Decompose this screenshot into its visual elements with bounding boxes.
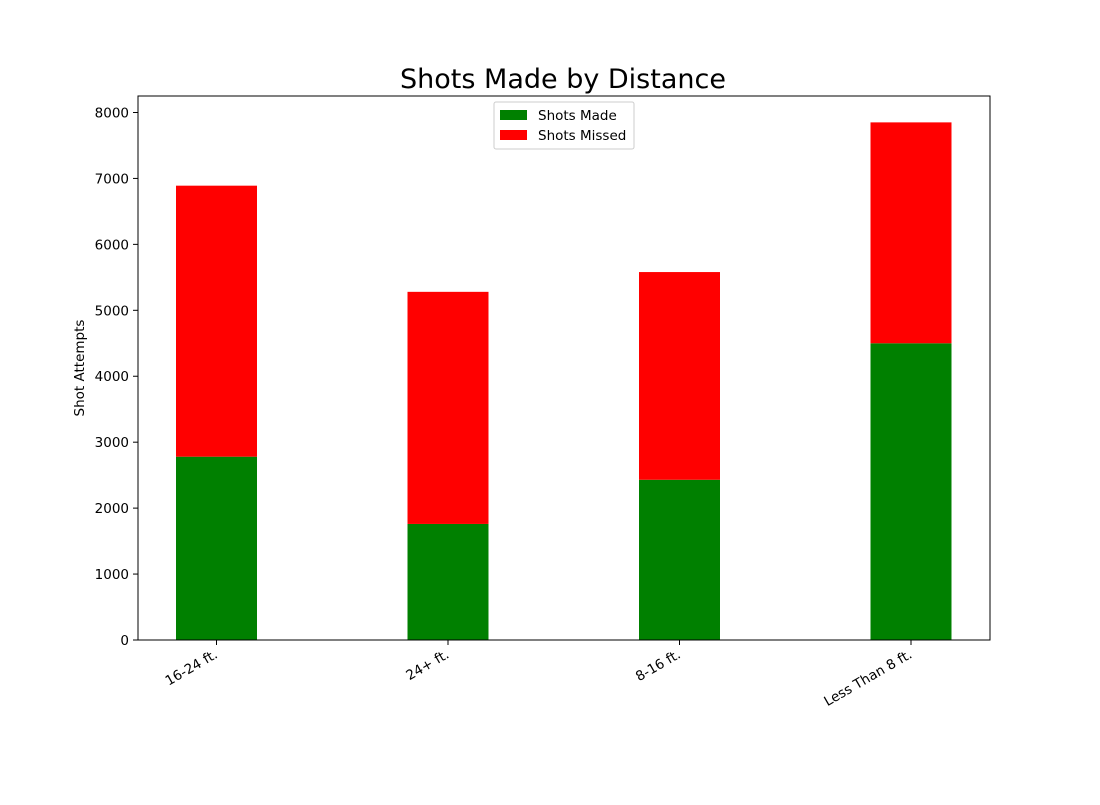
y-axis-label: Shot Attempts [72, 320, 88, 417]
legend: Shots Made Shots Missed [493, 101, 635, 150]
y-tick-label: 4000 [95, 369, 129, 385]
x-tick-label: 16-24 ft. [163, 647, 221, 690]
x-tick-label: Less Than 8 ft. [821, 647, 915, 710]
bar-shots-missed-0 [176, 185, 257, 457]
plot-frame [137, 95, 991, 641]
bar-shots-made-0 [176, 456, 257, 640]
chart-title: Shots Made by Distance [400, 64, 726, 95]
bar-shots-made-2 [639, 479, 720, 640]
y-tick-label: 2000 [95, 501, 129, 517]
legend-swatch [500, 110, 527, 120]
y-tick-label: 3000 [95, 435, 129, 451]
y-tick-label: 0 [120, 633, 129, 649]
bar-shots-missed-2 [639, 272, 720, 480]
bars-group [176, 122, 952, 640]
y-axis: 0 1000 2000 3000 4000 5000 6000 7000 8000 [95, 105, 138, 649]
y-tick-label: 7000 [95, 171, 129, 187]
x-tick-label: 8-16 ft. [633, 647, 683, 685]
x-tick-label: 24+ ft. [403, 647, 452, 684]
legend-swatch [500, 130, 527, 140]
legend-label: Shots Missed [538, 128, 626, 144]
bar-shots-made-1 [407, 523, 489, 640]
bar-shots-missed-1 [407, 291, 489, 524]
x-axis: 16-24 ft. 24+ ft. 8-16 ft. Less Than 8 ft. [163, 640, 915, 710]
legend-frame [493, 101, 635, 150]
legend-label: Shots Made [538, 108, 617, 124]
y-tick-label: 5000 [95, 303, 129, 319]
y-tick-label: 6000 [95, 237, 129, 253]
y-tick-label: 8000 [95, 105, 129, 121]
bar-shots-missed-3 [870, 122, 952, 344]
bar-shots-made-3 [870, 343, 952, 640]
y-tick-label: 1000 [95, 567, 129, 583]
